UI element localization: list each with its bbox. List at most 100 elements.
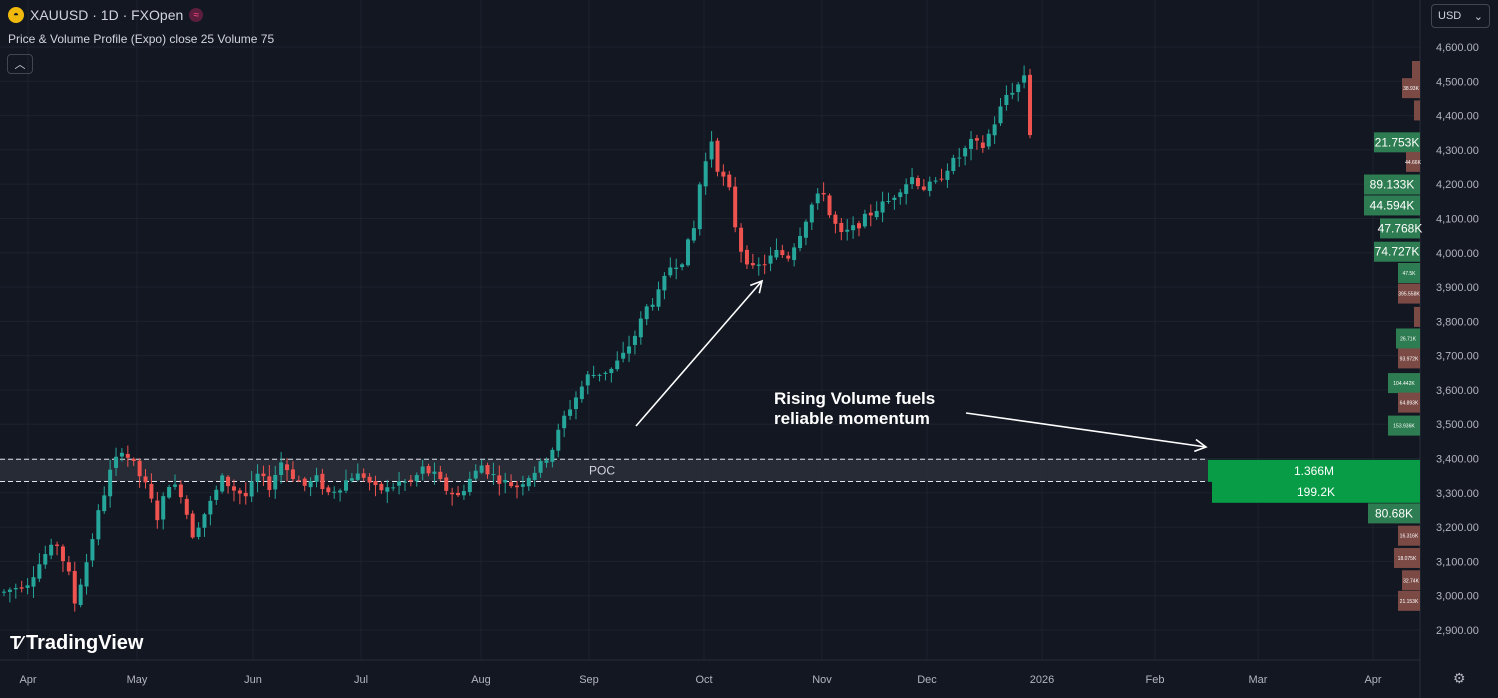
candle [408,475,413,487]
indicator-title[interactable]: Price & Volume Profile (Expo) close 25 V… [8,32,275,46]
profile-label: 1.366M [1294,464,1334,478]
candle-body [173,484,177,487]
candle-body [503,480,508,483]
candle [815,188,820,210]
candle-body [727,174,732,188]
tradingview-logo-icon: T⁄ [10,633,22,653]
candle-body [650,304,655,307]
candle-body [509,482,514,487]
price-tick-label: 3,600.00 [1436,385,1479,397]
candle [119,448,124,462]
candle-body [161,496,166,520]
candle-body [456,492,461,496]
candle [650,297,655,311]
profile-label: 26.71K [1400,337,1417,343]
time-tick-label: Apr [19,674,36,686]
candle [402,478,407,491]
candle-body [798,235,803,249]
candle-body [55,544,60,546]
candle-body [591,374,596,377]
candle [568,400,573,420]
profile-bar [1212,480,1420,503]
candle [686,237,690,267]
candle-body [149,483,154,499]
candle [680,262,685,271]
candle-body [632,335,637,345]
profile-bar [1406,151,1420,172]
annotation-line-2: reliable momentum [774,409,930,428]
candle [509,474,514,489]
candle [90,533,95,567]
candle [338,488,343,502]
candle-body [473,470,478,479]
profile-row: 104.442K [1388,373,1420,394]
candle-body [833,214,838,224]
candles [2,65,1032,612]
candle [361,468,366,482]
candle-body [332,491,337,493]
candle [13,583,18,599]
candle [367,473,372,491]
candle [432,462,437,485]
candle-body [438,471,443,480]
candle [803,219,808,246]
candle-body [90,539,95,561]
profile-label: 21.153K [1400,599,1419,605]
candle-body [308,481,313,488]
trend-arrow [635,279,764,427]
price-tick-label: 3,800.00 [1436,316,1479,328]
profile-label: 16.316K [1400,534,1419,540]
candle-body [379,483,384,491]
candle-body [627,346,632,354]
candle [373,475,378,497]
profile-label: 93.972K [1400,356,1419,362]
candle [167,484,172,500]
candle [921,179,926,192]
candle [131,457,136,467]
time-tick-label: Sep [579,674,599,686]
candle [149,473,154,503]
candle-body [326,487,331,493]
candle-body [125,453,130,458]
candle [939,168,944,182]
candle [108,459,113,508]
tradingview-logo[interactable]: T⁄ TradingView [10,632,143,655]
candle [1004,85,1009,111]
collapse-legend-button[interactable]: ︿ [7,54,33,74]
profile-row: 74.727K [1374,241,1420,262]
gear-icon[interactable]: ⚙ [1453,670,1466,686]
candle [868,204,873,227]
annotation-line-1: Rising Volume fuels [774,389,936,408]
candle [31,566,36,598]
candle [550,447,555,468]
candle-body [190,513,195,538]
candle-body [656,289,661,307]
candle [326,485,331,496]
candle-body [597,374,602,376]
candle [862,209,867,229]
candle-body [851,225,856,231]
currency-select[interactable]: USD ⌄ [1431,4,1490,28]
candle-body [827,195,832,216]
candle [621,341,626,363]
symbol-header[interactable]: ◓ XAUUSD · 1D · FXOpen ≈ [8,7,204,23]
candle [927,176,932,197]
profile-bar [1396,328,1420,349]
profile-row [1414,306,1420,327]
candle [632,330,637,355]
profile-row: 38.93K [1402,78,1420,99]
candle-body [302,478,307,486]
candle [273,465,278,499]
candle-body [857,223,861,229]
profile-bar [1398,392,1420,413]
candle-body [579,386,584,400]
candle-body [886,200,891,202]
candle [84,553,89,595]
profile-row: 47.768K [1378,218,1422,239]
chart-annotation[interactable]: Rising Volume fuels reliable momentum [774,389,935,429]
candle [420,459,425,481]
candle [302,476,307,492]
candle-body [921,186,926,190]
